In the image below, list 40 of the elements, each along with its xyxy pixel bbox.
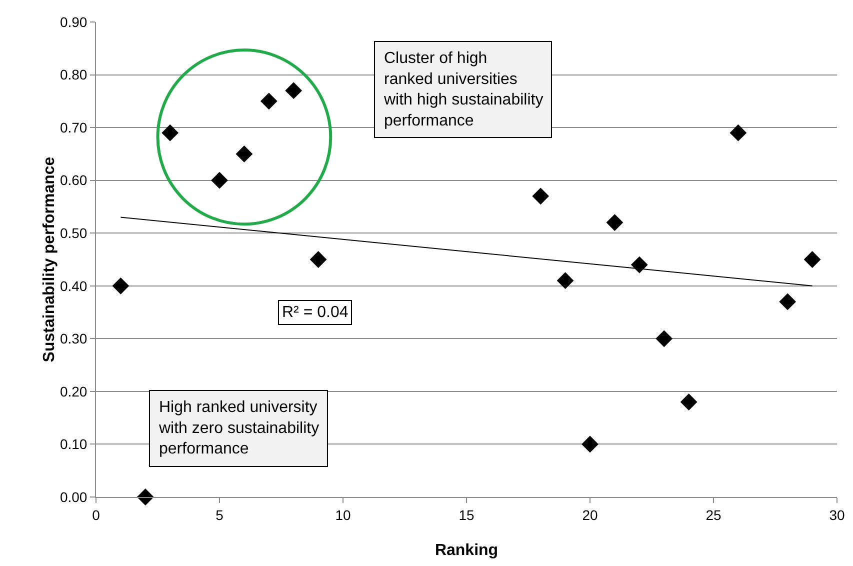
x-axis-title: Ranking xyxy=(434,542,498,559)
y-tick-label: 0.70 xyxy=(60,119,88,136)
point xyxy=(680,394,698,410)
point xyxy=(211,172,228,189)
x-tick-label: 0 xyxy=(92,506,100,523)
y-tick-label: 0.20 xyxy=(60,383,88,400)
y-tick-label: 0.50 xyxy=(60,225,88,242)
point xyxy=(285,82,302,100)
point xyxy=(532,188,550,205)
point xyxy=(162,124,179,142)
x-tick-label: 30 xyxy=(829,506,845,523)
y-axis-title: Sustainability performance xyxy=(40,156,58,362)
point xyxy=(656,330,673,348)
point xyxy=(136,488,154,506)
y-tick-label: 0.90 xyxy=(60,14,88,30)
point xyxy=(779,293,796,310)
point xyxy=(630,256,648,274)
annotation: High ranked university with zero sustainability performance xyxy=(158,399,320,458)
x-tick-label: 5 xyxy=(216,506,224,523)
point xyxy=(112,277,130,294)
y-tick-label: 0.60 xyxy=(60,172,88,188)
point xyxy=(730,124,747,142)
point xyxy=(556,272,574,290)
x-tick-label: 20 xyxy=(582,506,598,523)
y-tick-label: 0.40 xyxy=(60,278,88,294)
x-tick-label: 25 xyxy=(706,506,722,523)
point xyxy=(606,214,624,232)
x-tick-label: 10 xyxy=(335,506,351,523)
annotation: Cluster of high ranked universities with high sustainability performance xyxy=(383,50,544,130)
x-tick-label: 15 xyxy=(458,506,474,523)
y-tick-label: 0.00 xyxy=(60,488,88,505)
point xyxy=(582,436,598,453)
point xyxy=(236,145,253,162)
y-tick-label: 0.80 xyxy=(60,66,88,83)
y-tick-label: 0.10 xyxy=(60,436,88,452)
point xyxy=(260,92,278,110)
y-tick-label: 0.30 xyxy=(60,330,88,347)
point xyxy=(310,251,327,268)
annotation: R² = 0.04 xyxy=(282,304,348,321)
point xyxy=(804,251,821,268)
